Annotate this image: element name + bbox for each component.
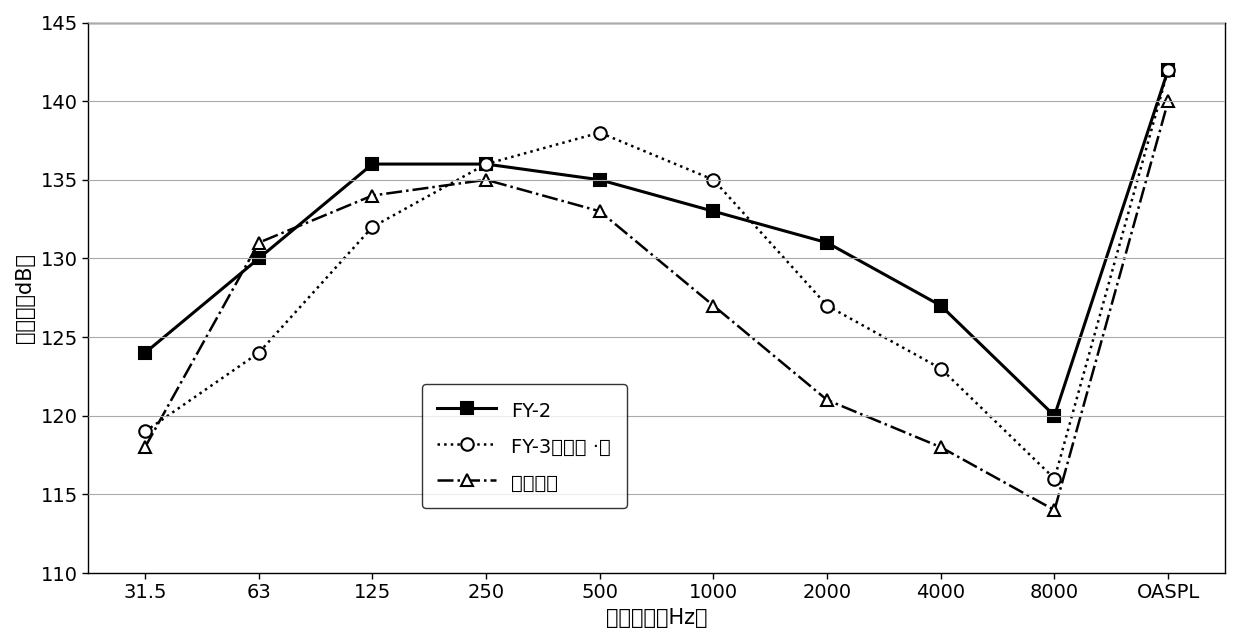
遥感六号: [365, 192, 379, 199]
FY-3、遥感 ·号: [1161, 66, 1176, 73]
FY-2: [1161, 66, 1176, 73]
Line: FY-3、遥感 ·号: FY-3、遥感 ·号: [139, 64, 1174, 485]
FY-2: [820, 239, 835, 246]
遥感六号: [138, 443, 153, 451]
遥感六号: [934, 443, 949, 451]
Line: FY-2: FY-2: [139, 64, 1174, 422]
遥感六号: [1047, 506, 1061, 514]
遥感六号: [706, 302, 720, 309]
FY-2: [934, 302, 949, 309]
FY-2: [479, 160, 494, 168]
X-axis label: 中心频率（Hz）: 中心频率（Hz）: [606, 608, 707, 628]
FY-3、遥感 ·号: [479, 160, 494, 168]
FY-3、遥感 ·号: [593, 129, 608, 136]
FY-3、遥感 ·号: [934, 365, 949, 372]
FY-2: [706, 208, 720, 215]
FY-2: [593, 176, 608, 184]
FY-2: [138, 349, 153, 357]
FY-3、遥感 ·号: [138, 428, 153, 435]
FY-3、遥感 ·号: [252, 349, 267, 357]
FY-3、遥感 ·号: [365, 223, 379, 231]
FY-3、遥感 ·号: [706, 176, 720, 184]
遥感六号: [252, 239, 267, 246]
FY-2: [252, 255, 267, 262]
Y-axis label: 声压级（dB）: 声压级（dB）: [15, 253, 35, 343]
FY-2: [365, 160, 379, 168]
FY-3、遥感 ·号: [1047, 475, 1061, 482]
遥感六号: [593, 208, 608, 215]
Line: 遥感六号: 遥感六号: [139, 95, 1174, 516]
FY-2: [1047, 412, 1061, 420]
Legend: FY-2, FY-3、遥感 ·号, 遥感六号: FY-2, FY-3、遥感 ·号, 遥感六号: [422, 385, 626, 508]
遥感六号: [1161, 97, 1176, 105]
遥感六号: [820, 396, 835, 404]
遥感六号: [479, 176, 494, 184]
FY-3、遥感 ·号: [820, 302, 835, 309]
